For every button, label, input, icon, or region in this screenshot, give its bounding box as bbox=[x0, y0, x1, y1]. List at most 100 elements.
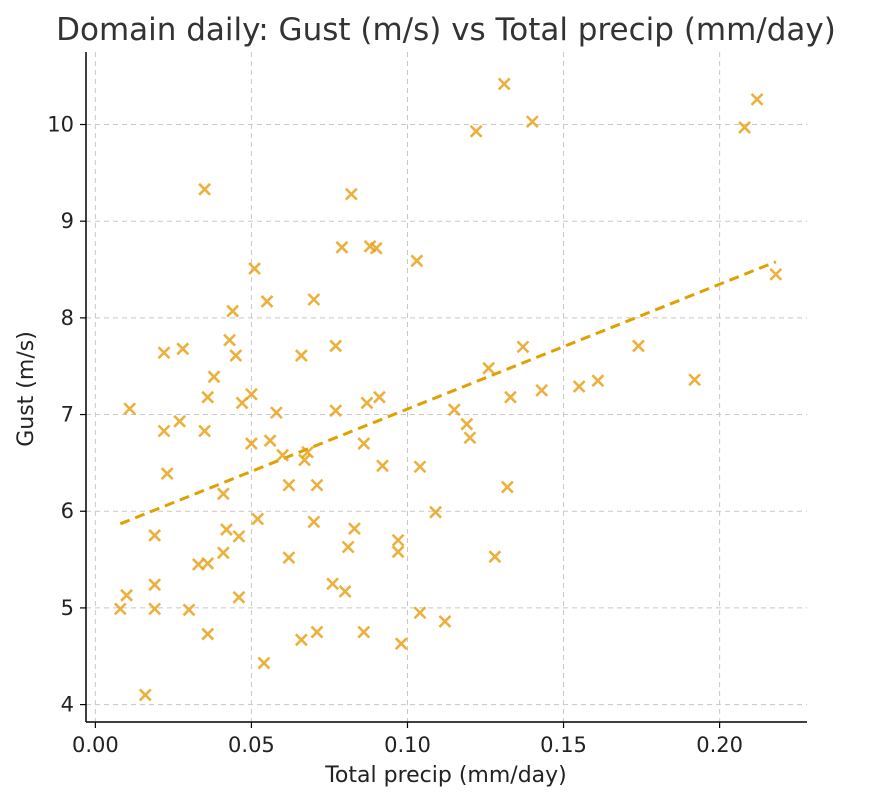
data-point bbox=[429, 505, 442, 519]
data-point bbox=[182, 603, 196, 617]
data-point bbox=[310, 625, 324, 639]
data-point bbox=[348, 522, 361, 536]
grid bbox=[86, 52, 807, 722]
data-point bbox=[632, 339, 645, 353]
y-tick-label: 9 bbox=[61, 209, 74, 233]
data-point bbox=[376, 459, 389, 473]
data-point bbox=[516, 340, 530, 354]
data-point bbox=[294, 633, 308, 647]
data-point bbox=[369, 241, 383, 255]
x-tick-label: 0.15 bbox=[540, 733, 587, 757]
data-point bbox=[463, 431, 477, 445]
data-point bbox=[500, 480, 514, 494]
data-point bbox=[198, 424, 212, 438]
data-point bbox=[738, 120, 751, 134]
data-point bbox=[535, 383, 549, 397]
data-point bbox=[572, 380, 586, 393]
data-point bbox=[310, 478, 324, 492]
x-tick-label: 0.05 bbox=[228, 733, 275, 757]
data-point bbox=[391, 533, 405, 547]
chart-title: Domain daily: Gust (m/s) vs Total precip… bbox=[56, 12, 836, 48]
x-tick-label: 0.00 bbox=[72, 733, 119, 757]
data-point bbox=[357, 625, 371, 639]
data-point bbox=[223, 333, 236, 347]
data-point bbox=[201, 557, 215, 570]
data-point bbox=[372, 390, 386, 404]
data-point bbox=[282, 551, 296, 565]
trendline-group bbox=[119, 260, 777, 526]
data-point bbox=[269, 406, 283, 420]
y-tick-label: 10 bbox=[47, 113, 74, 137]
data-point bbox=[447, 403, 461, 417]
data-point bbox=[338, 585, 352, 598]
data-point bbox=[391, 545, 405, 559]
data-point bbox=[173, 414, 187, 428]
data-point bbox=[123, 402, 137, 416]
data-point bbox=[482, 361, 496, 375]
data-point bbox=[294, 349, 308, 362]
data-point bbox=[201, 627, 215, 641]
data-point bbox=[413, 460, 427, 474]
data-point bbox=[245, 387, 258, 401]
data-point bbox=[229, 349, 243, 362]
data-point bbox=[410, 254, 424, 268]
data-point bbox=[216, 546, 230, 560]
data-point bbox=[688, 373, 702, 387]
data-point bbox=[257, 656, 271, 670]
data-point bbox=[460, 417, 474, 431]
data-point bbox=[148, 528, 162, 542]
data-point bbox=[413, 606, 427, 620]
data-point bbox=[357, 437, 371, 450]
data-point bbox=[282, 478, 296, 492]
data-point bbox=[113, 602, 127, 616]
data-point bbox=[198, 182, 212, 196]
data-point bbox=[157, 346, 171, 360]
data-point bbox=[232, 529, 246, 543]
data-point bbox=[220, 523, 233, 537]
data-point bbox=[341, 540, 355, 554]
data-point bbox=[750, 92, 764, 106]
data-point bbox=[298, 453, 311, 467]
axis-ticks: 0.00 0.05 0.10 0.15 0.20 4 5 6 7 8 9 10 bbox=[47, 113, 743, 757]
y-tick-label: 7 bbox=[61, 403, 74, 427]
data-point bbox=[488, 550, 502, 564]
data-point bbox=[226, 304, 240, 318]
data-point bbox=[148, 578, 162, 592]
data-point bbox=[176, 342, 190, 356]
data-point bbox=[769, 267, 783, 281]
data-point bbox=[591, 374, 605, 388]
data-point bbox=[148, 602, 162, 616]
x-tick-label: 0.20 bbox=[696, 733, 743, 757]
y-tick-label: 8 bbox=[61, 306, 74, 330]
data-point bbox=[360, 396, 374, 410]
data-point bbox=[326, 577, 339, 591]
y-tick-label: 6 bbox=[61, 499, 74, 523]
data-point bbox=[263, 434, 277, 448]
x-axis-label: Total precip (mm/day) bbox=[324, 763, 567, 788]
data-point bbox=[245, 437, 258, 450]
data-point bbox=[216, 487, 230, 501]
y-axis-label: Gust (m/s) bbox=[14, 331, 39, 447]
data-point bbox=[232, 590, 246, 604]
data-point bbox=[438, 615, 452, 628]
y-tick-label: 5 bbox=[61, 596, 74, 620]
data-points bbox=[113, 77, 783, 702]
data-point bbox=[138, 688, 152, 702]
data-point bbox=[329, 339, 343, 353]
data-point bbox=[301, 445, 315, 459]
x-tick-label: 0.10 bbox=[384, 733, 431, 757]
data-point bbox=[394, 637, 408, 651]
data-point bbox=[276, 448, 290, 462]
data-point bbox=[335, 240, 349, 254]
data-point bbox=[120, 588, 133, 602]
data-point bbox=[160, 467, 174, 480]
data-point bbox=[525, 115, 539, 129]
data-point bbox=[307, 293, 321, 306]
data-point bbox=[201, 390, 215, 404]
data-point bbox=[329, 404, 343, 418]
data-point bbox=[248, 262, 261, 275]
data-point bbox=[344, 187, 358, 201]
data-point bbox=[307, 515, 321, 529]
data-point bbox=[157, 424, 171, 438]
